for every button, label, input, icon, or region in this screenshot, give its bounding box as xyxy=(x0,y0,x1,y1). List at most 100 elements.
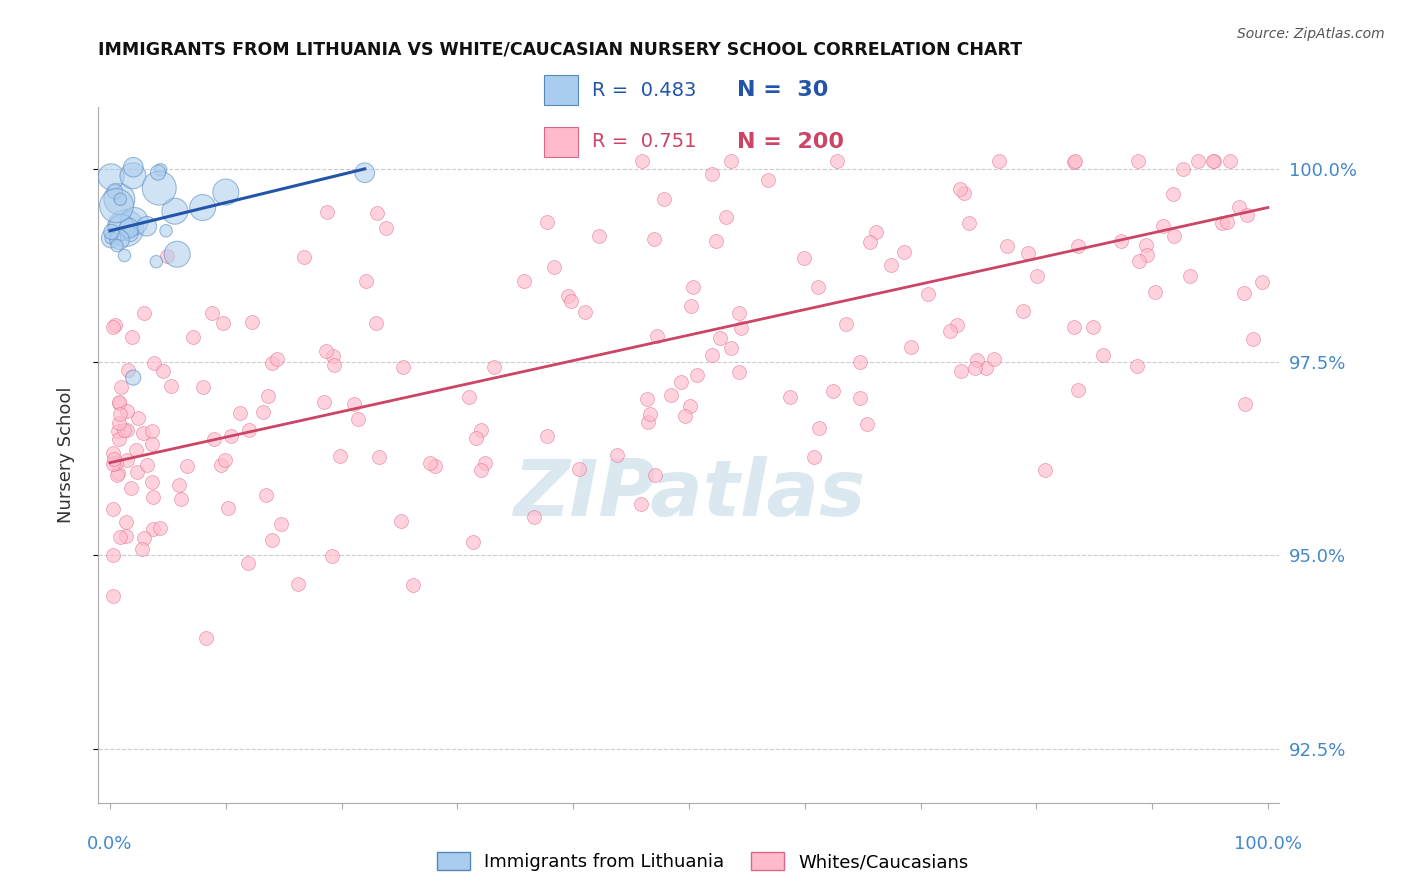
Point xyxy=(1033,463,1056,477)
Point xyxy=(1211,216,1233,230)
Point xyxy=(1064,154,1087,169)
Point xyxy=(1163,229,1185,244)
Point xyxy=(807,420,830,434)
Point xyxy=(321,549,343,563)
Point xyxy=(679,299,702,313)
Point xyxy=(704,234,727,248)
Point xyxy=(807,280,830,294)
Point xyxy=(988,154,1011,169)
Point xyxy=(191,201,214,215)
Point xyxy=(880,259,903,273)
Point xyxy=(108,407,131,421)
Point xyxy=(849,391,872,405)
Point xyxy=(104,318,127,332)
Point xyxy=(700,167,723,181)
Point xyxy=(523,510,546,524)
Point xyxy=(825,154,848,169)
Point xyxy=(135,458,157,472)
Text: N =  30: N = 30 xyxy=(737,80,828,100)
Point xyxy=(513,274,536,288)
Point xyxy=(167,477,190,491)
Point xyxy=(900,340,922,354)
Point xyxy=(166,247,188,261)
Point xyxy=(115,423,138,437)
Point xyxy=(135,219,157,234)
Point xyxy=(110,380,132,394)
Point xyxy=(1067,383,1090,397)
Point xyxy=(574,305,596,319)
Point xyxy=(240,315,263,329)
Point xyxy=(343,397,366,411)
Point xyxy=(557,288,579,302)
Point xyxy=(152,364,174,378)
Point xyxy=(1063,154,1085,169)
Point xyxy=(105,467,128,482)
Point xyxy=(957,216,980,230)
Point xyxy=(103,548,125,562)
Point xyxy=(100,231,122,245)
Point xyxy=(145,254,167,268)
Point xyxy=(631,154,654,169)
Point xyxy=(1187,154,1209,169)
Point xyxy=(730,321,752,335)
Text: 100.0%: 100.0% xyxy=(1234,835,1302,854)
Point xyxy=(364,316,387,330)
Point xyxy=(1216,215,1239,229)
Point xyxy=(865,225,887,239)
Point xyxy=(835,317,858,331)
Point xyxy=(163,204,186,219)
Point xyxy=(606,448,628,462)
Point xyxy=(463,534,485,549)
Point xyxy=(170,492,193,507)
Point xyxy=(366,205,388,219)
Point xyxy=(110,530,132,544)
Point xyxy=(821,384,844,398)
Point xyxy=(266,352,288,367)
Text: R =  0.751: R = 0.751 xyxy=(592,132,696,151)
Point xyxy=(131,541,153,556)
Point xyxy=(103,452,125,467)
Point xyxy=(110,192,132,206)
Point xyxy=(149,162,172,177)
Point xyxy=(103,589,125,603)
Point xyxy=(966,353,988,368)
Point xyxy=(254,488,277,502)
Point xyxy=(117,362,139,376)
Point xyxy=(630,497,652,511)
Point xyxy=(201,306,224,320)
Point xyxy=(702,348,724,362)
Point xyxy=(402,578,425,592)
Point xyxy=(543,260,565,274)
Point xyxy=(682,280,704,294)
Point xyxy=(1135,237,1157,252)
Point xyxy=(105,456,128,470)
Point xyxy=(270,516,292,531)
Point xyxy=(156,249,179,263)
Legend: Immigrants from Lithuania, Whites/Caucasians: Immigrants from Lithuania, Whites/Caucas… xyxy=(430,846,976,879)
Point xyxy=(117,403,139,417)
Point xyxy=(1091,348,1114,362)
Point xyxy=(107,432,129,446)
Point xyxy=(1219,154,1241,169)
Point xyxy=(104,185,127,199)
Point xyxy=(353,166,375,180)
Point xyxy=(211,316,233,330)
Bar xyxy=(544,127,578,157)
Point xyxy=(315,344,337,359)
Point xyxy=(588,229,610,244)
Point xyxy=(209,458,232,472)
Point xyxy=(122,169,145,183)
Point xyxy=(108,192,131,206)
Point xyxy=(375,220,398,235)
Point xyxy=(323,359,346,373)
Point xyxy=(202,432,225,446)
Point xyxy=(100,225,122,239)
Point xyxy=(149,521,172,535)
Point xyxy=(536,215,558,229)
Point xyxy=(1017,246,1039,260)
Point xyxy=(287,577,309,591)
Point xyxy=(1250,276,1272,290)
Point xyxy=(673,409,696,423)
Point xyxy=(356,274,378,288)
Point xyxy=(257,389,280,403)
